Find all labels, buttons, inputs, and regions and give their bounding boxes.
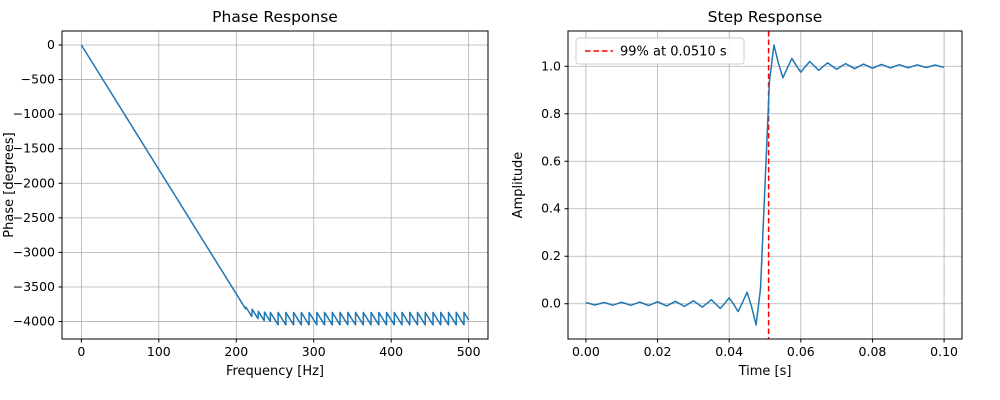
- y-tick-label: −1500: [13, 141, 55, 156]
- phase-response-line: [80, 44, 470, 326]
- x-tick-label: 0: [77, 344, 85, 359]
- y-tick-label: 0.4: [541, 201, 561, 216]
- step-response-chart: 0.00 0.02 0.04 0.06 0.08 0.10 0.0 0.2 0.4 0.6 0.8 1…: [500, 0, 1000, 400]
- y-tick-label: −2000: [13, 175, 55, 190]
- x-tick-label: 500: [457, 344, 481, 359]
- x-tick-label: 200: [224, 344, 248, 359]
- x-axis-label: Frequency [Hz]: [226, 364, 324, 379]
- y-tick-label: −2500: [13, 210, 55, 225]
- x-tick-label: 0.02: [644, 344, 672, 359]
- plot-border: [567, 30, 963, 340]
- x-tick-label: 0.06: [787, 344, 815, 359]
- y-tick-label: 0.2: [541, 248, 561, 263]
- y-tick-label: −3500: [13, 279, 55, 294]
- x-tick-label: 0.00: [572, 344, 600, 359]
- x-axis-label: Time [s]: [738, 364, 792, 379]
- x-tick-label: 400: [379, 344, 403, 359]
- y-axis-label: Amplitude: [511, 152, 526, 219]
- step-response-line: [585, 44, 945, 326]
- chart-title: Step Response: [708, 8, 823, 26]
- y-tick-label: −3000: [13, 244, 55, 259]
- y-tick-label: 0: [47, 37, 55, 52]
- chart-title: Phase Response: [212, 8, 338, 26]
- y-tick-label: −4000: [13, 314, 55, 329]
- legend-label: 99% at 0.0510 s: [620, 45, 727, 60]
- y-tick-label: 1.0: [541, 58, 561, 73]
- legend-box: [575, 37, 745, 65]
- y-axis-label: Phase [degrees]: [2, 132, 17, 237]
- phase-response-plot: 0 100 200 300 400 500 0 −500 −1000 −1500 −2000 −250…: [2, 8, 489, 379]
- x-tick-label: 0.10: [930, 344, 958, 359]
- phase-response-chart: 0 100 200 300 400 500 0 −500 −1000 −1500 −2000 −250…: [2, 8, 489, 379]
- y-tick-label: −1000: [13, 106, 55, 121]
- y-tick-label: 0.6: [541, 153, 561, 168]
- step-response-plot: 0.00 0.02 0.04 0.06 0.08 0.10 0.0 0.2 0.4 0.6 0.8 1…: [511, 8, 963, 379]
- plot-border: [61, 30, 489, 340]
- y-tick-label: 0.8: [541, 106, 561, 121]
- x-tick-label: 0.04: [715, 344, 743, 359]
- x-tick-label: 0.08: [859, 344, 887, 359]
- y-tick-label: −500: [21, 72, 55, 87]
- x-tick-label: 300: [302, 344, 326, 359]
- x-tick-label: 100: [147, 344, 171, 359]
- y-tick-label: 0.0: [541, 296, 561, 311]
